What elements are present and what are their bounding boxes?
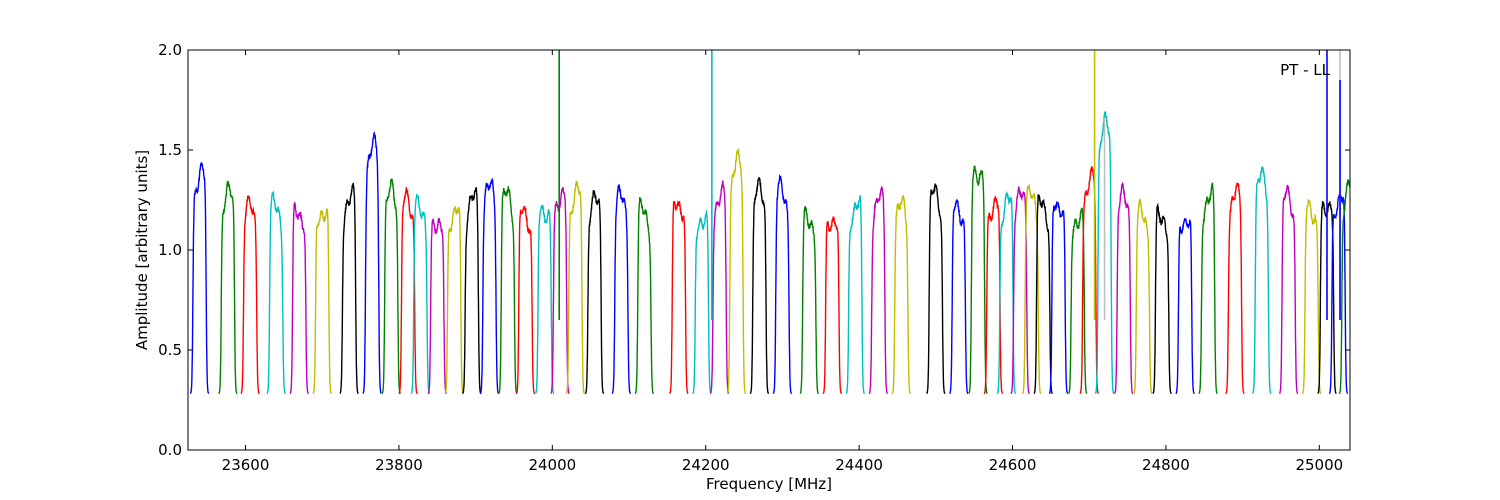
channel-passband-49 — [1152, 202, 1172, 395]
x-tick-label: 24800 — [1142, 456, 1190, 474]
channel-passband-46 — [1094, 111, 1115, 394]
channel-passband-39 — [996, 190, 1017, 395]
channel-passband-40 — [1010, 186, 1030, 395]
channel-passband-25 — [692, 210, 712, 395]
channel-passband-2 — [218, 180, 238, 395]
channel-passband-57 — [1328, 192, 1349, 395]
channel-passband-28 — [749, 176, 770, 395]
channel-passband-30 — [799, 206, 819, 395]
channel-passband-31 — [822, 215, 843, 395]
channel-passband-24 — [669, 200, 689, 395]
channel-passband-23 — [634, 196, 655, 395]
channel-passband-11 — [410, 194, 431, 395]
series-layer — [189, 50, 1350, 395]
x-tick-label: 24600 — [989, 456, 1037, 474]
channel-passband-21 — [584, 190, 605, 395]
channel-passband-32 — [845, 194, 865, 395]
channel-passband-17 — [515, 205, 536, 395]
channel-passband-51 — [1198, 182, 1218, 395]
x-tick-label: 25000 — [1295, 456, 1343, 474]
channel-passband-34 — [891, 194, 912, 395]
channel-passband-4 — [266, 190, 286, 395]
channel-passband-14 — [462, 187, 482, 395]
channel-passband-7 — [339, 182, 359, 395]
channel-passband-9 — [381, 178, 401, 395]
channel-passband-58 — [1338, 179, 1350, 395]
ticks-layer: 23600 23800 24000 24200 24400 24600 24800 25000… — [158, 41, 1350, 474]
plot-frame — [187, 49, 1351, 451]
channel-passband-44 — [1068, 207, 1088, 395]
x-tick-label: 24200 — [682, 456, 730, 474]
y-tick-label: 1.0 — [158, 241, 182, 259]
channel-passband-20 — [565, 179, 586, 395]
channel-passband-27 — [726, 147, 747, 395]
channel-passband-54 — [1279, 184, 1299, 395]
channel-passband-35 — [926, 183, 946, 395]
channel-passband-6 — [312, 207, 332, 395]
chart-annotation: PT - LL — [1280, 61, 1331, 79]
x-axis-label: Frequency [MHz] — [706, 475, 832, 493]
y-tick-label: 1.5 — [158, 141, 182, 159]
channel-passband-18 — [534, 204, 555, 395]
channel-passband-1 — [189, 161, 210, 395]
channel-passband-13 — [444, 206, 464, 395]
y-tick-label: 0.5 — [158, 341, 182, 359]
channel-passband-29 — [772, 173, 793, 395]
channel-passband-41 — [1022, 182, 1042, 395]
channel-passband-45 — [1079, 166, 1099, 395]
channel-passband-38 — [983, 196, 1004, 395]
channel-passband-47 — [1114, 181, 1134, 395]
channel-passband-26 — [709, 180, 730, 395]
channel-passband-22 — [611, 184, 632, 395]
y-axis-label: Amplitude [arbitrary units] — [133, 150, 151, 350]
channel-passband-53 — [1252, 166, 1272, 395]
y-tick-label: 0.0 — [158, 441, 182, 459]
channel-passband-5 — [289, 202, 309, 395]
channel-passband-36 — [949, 198, 969, 395]
channel-passband-55 — [1301, 198, 1322, 395]
x-tick-label: 24000 — [528, 456, 576, 474]
channel-passband-16 — [498, 186, 518, 395]
channel-passband-50 — [1175, 218, 1195, 395]
channel-passband-43 — [1048, 201, 1069, 395]
channel-passband-15 — [479, 177, 500, 395]
channel-passband-33 — [868, 185, 888, 395]
x-tick-label: 23600 — [222, 456, 270, 474]
channel-passband-8 — [362, 131, 382, 394]
channel-passband-37 — [968, 165, 988, 394]
channel-passband-48 — [1133, 198, 1153, 395]
channel-passband-52 — [1225, 182, 1245, 395]
x-tick-label: 24400 — [835, 456, 883, 474]
channel-passband-12 — [427, 216, 447, 395]
channel-passband-42 — [1033, 194, 1053, 395]
x-tick-label: 23800 — [375, 456, 423, 474]
y-tick-label: 2.0 — [158, 41, 182, 59]
channel-passband-3 — [240, 195, 260, 395]
